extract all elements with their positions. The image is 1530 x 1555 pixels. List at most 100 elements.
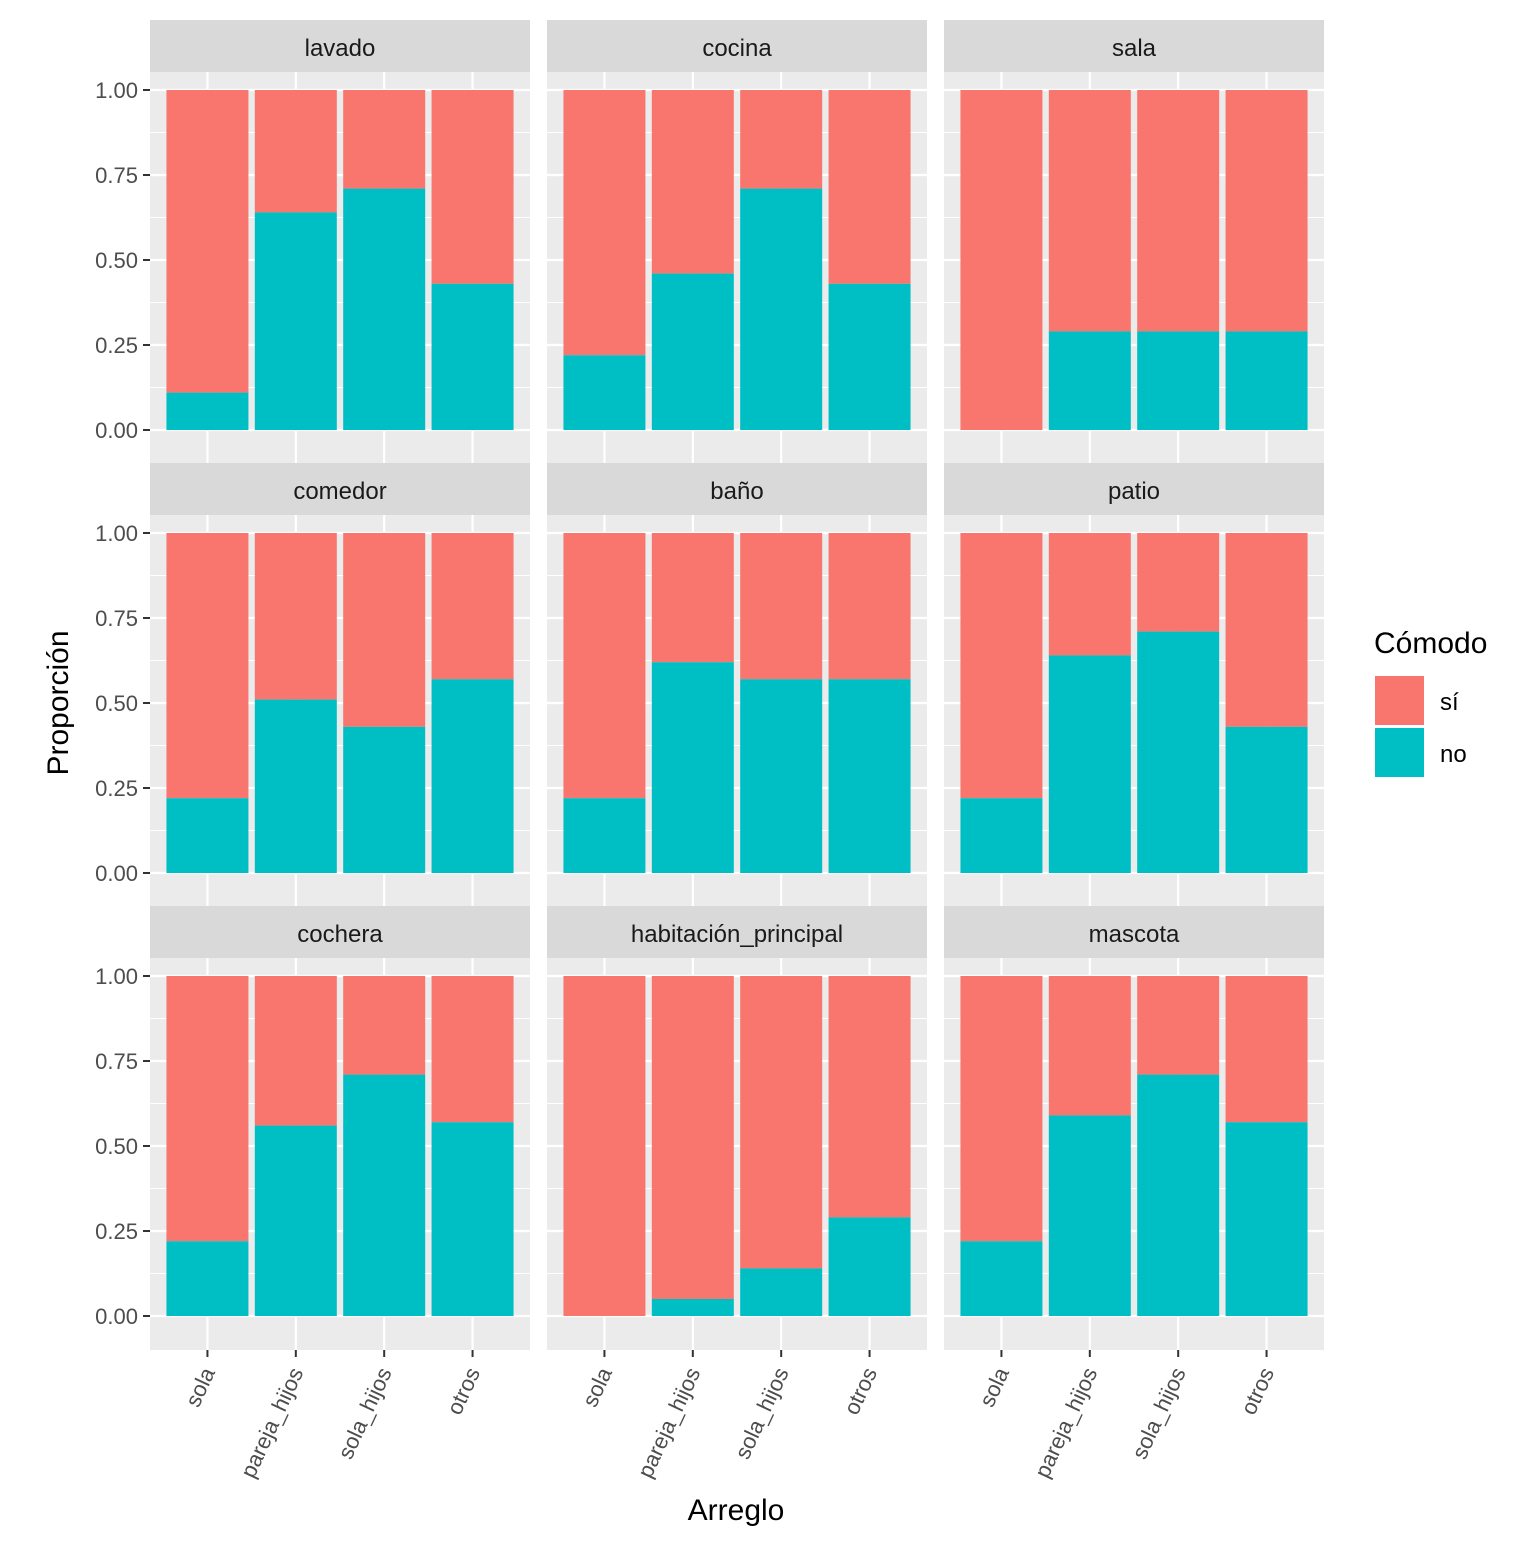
y-tick-label: 0.75: [95, 163, 138, 188]
legend-label: sí: [1440, 689, 1459, 716]
bar-si-sola_hijos: [343, 976, 426, 1075]
facet-title: sala: [1112, 35, 1157, 62]
bar-si-sola: [960, 90, 1043, 430]
facet-title: cochera: [297, 921, 383, 948]
bar-no-otros: [1225, 331, 1308, 430]
y-tick-label: 1.00: [95, 78, 138, 103]
legend: Cómodo sí no: [1374, 627, 1487, 777]
bar-no-sola: [563, 355, 646, 430]
bar-si-pareja_hijos: [651, 976, 734, 1299]
x-tick-label: sola_hijos: [333, 1364, 397, 1463]
y-tick-label: 0.00: [95, 418, 138, 443]
facet-strip: [944, 20, 1324, 72]
x-tick-label: sola: [180, 1363, 220, 1411]
bar-si-otros: [431, 533, 514, 680]
bar-no-sola: [960, 1241, 1043, 1316]
bar-si-sola_hijos: [1137, 90, 1220, 332]
facet-strip: [547, 906, 927, 958]
bar-no-pareja_hijos: [651, 273, 734, 430]
bar-si-otros: [1225, 533, 1308, 727]
bar-no-sola: [166, 798, 249, 873]
y-tick-label: 0.00: [95, 1304, 138, 1329]
facet-title: cocina: [702, 35, 772, 62]
bar-si-sola: [960, 976, 1043, 1242]
y-tick-label: 0.25: [95, 333, 138, 358]
y-tick-label: 0.75: [95, 1049, 138, 1074]
bar-no-sola_hijos: [740, 188, 823, 430]
facet-title: mascota: [1089, 921, 1180, 948]
facet-panel-comedor: comedor 0.00 0.25 0.50 0.75 1.00: [95, 463, 530, 907]
y-tick-label: 0.75: [95, 606, 138, 631]
bar-no-pareja_hijos: [1048, 331, 1131, 430]
facet-strip: [547, 463, 927, 515]
bar-si-otros: [828, 90, 911, 284]
y-tick-label: 1.00: [95, 964, 138, 989]
bar-no-sola_hijos: [740, 1268, 823, 1316]
facet-title: patio: [1108, 478, 1160, 505]
bar-si-otros: [431, 976, 514, 1123]
bar-no-otros: [828, 1217, 911, 1316]
facet-panel-mascota: mascota sola pareja_hijos sola_hijos otros: [944, 906, 1324, 1482]
bar-si-otros: [1225, 90, 1308, 332]
bar-si-sola: [563, 533, 646, 799]
bar-no-otros: [431, 283, 514, 430]
bar-si-sola: [166, 90, 249, 393]
x-axis-title: Arreglo: [688, 1494, 785, 1527]
bar-si-sola_hijos: [1137, 533, 1220, 632]
bar-no-otros: [1225, 726, 1308, 873]
bar-no-sola_hijos: [740, 679, 823, 873]
bar-no-sola: [166, 1241, 249, 1316]
bar-no-sola: [563, 798, 646, 873]
x-tick-label: otros: [839, 1364, 882, 1419]
facet-panel-baño: baño: [547, 463, 927, 907]
bar-no-pareja_hijos: [254, 1125, 337, 1316]
bar-si-sola_hijos: [343, 533, 426, 727]
bar-si-otros: [828, 976, 911, 1218]
legend-key-sí: [1375, 676, 1424, 725]
y-tick-label: 0.25: [95, 1219, 138, 1244]
y-tick-label: 0.25: [95, 776, 138, 801]
x-tick-label: sola_hijos: [1127, 1364, 1191, 1463]
facet-strip: [944, 906, 1324, 958]
bar-si-pareja_hijos: [254, 533, 337, 700]
bar-si-sola: [563, 976, 646, 1316]
facet-panel-lavado: lavado 0.00 0.25 0.50 0.75 1.00: [95, 20, 530, 464]
bar-si-sola_hijos: [740, 90, 823, 189]
facet-strip: [150, 463, 530, 515]
bar-si-sola: [166, 533, 249, 799]
bar-si-pareja_hijos: [1048, 533, 1131, 656]
facet-title: comedor: [293, 478, 386, 505]
facet-panel-sala: sala: [944, 20, 1324, 464]
bar-no-sola_hijos: [343, 726, 426, 873]
x-tick-label: pareja_hijos: [633, 1364, 706, 1482]
y-tick-label: 1.00: [95, 521, 138, 546]
x-tick-label: pareja_hijos: [1030, 1364, 1103, 1482]
bar-si-otros: [828, 533, 911, 680]
x-tick-label: otros: [442, 1364, 485, 1419]
y-tick-label: 0.00: [95, 861, 138, 886]
bar-si-sola: [166, 976, 249, 1242]
x-tick-label: otros: [1236, 1364, 1279, 1419]
facet-title: habitación_principal: [631, 921, 843, 948]
bar-si-otros: [1225, 976, 1308, 1123]
bar-no-sola: [166, 392, 249, 430]
bar-no-pareja_hijos: [651, 662, 734, 873]
bar-si-sola: [563, 90, 646, 356]
legend-title: Cómodo: [1374, 627, 1487, 660]
y-tick-label: 0.50: [95, 248, 138, 273]
bar-no-pareja_hijos: [1048, 1115, 1131, 1316]
bar-no-otros: [828, 283, 911, 430]
bar-no-sola_hijos: [1137, 331, 1220, 430]
bar-no-sola_hijos: [1137, 631, 1220, 873]
bar-no-pareja_hijos: [1048, 655, 1131, 873]
x-tick-label: sola: [577, 1363, 617, 1411]
bar-si-pareja_hijos: [651, 90, 734, 274]
facet-title: baño: [710, 478, 763, 505]
bar-si-pareja_hijos: [1048, 90, 1131, 332]
facet-title: lavado: [305, 35, 376, 62]
facet-strip: [150, 20, 530, 72]
bar-no-otros: [828, 679, 911, 873]
bar-no-sola_hijos: [343, 188, 426, 430]
